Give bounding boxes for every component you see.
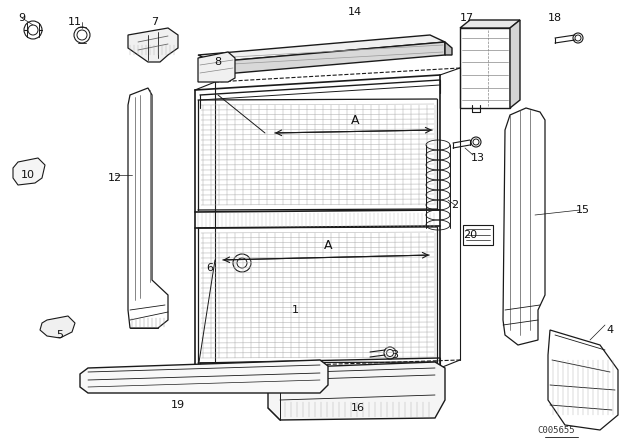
Polygon shape	[198, 52, 235, 82]
Text: 14: 14	[348, 7, 362, 17]
Polygon shape	[198, 35, 445, 62]
Text: 15: 15	[576, 205, 590, 215]
Text: 4: 4	[607, 325, 614, 335]
Text: 12: 12	[108, 173, 122, 183]
Polygon shape	[213, 42, 445, 75]
Text: 2: 2	[451, 200, 459, 210]
Text: 16: 16	[351, 403, 365, 413]
Text: 3: 3	[392, 350, 399, 360]
Text: 6: 6	[207, 263, 214, 273]
Text: 8: 8	[214, 57, 221, 67]
Polygon shape	[13, 158, 45, 185]
Text: 9: 9	[19, 13, 26, 23]
Text: 20: 20	[463, 230, 477, 240]
Text: 7: 7	[152, 17, 159, 27]
Polygon shape	[445, 42, 452, 55]
Polygon shape	[80, 360, 328, 393]
Polygon shape	[460, 20, 520, 28]
Text: A: A	[324, 238, 332, 251]
Text: 13: 13	[471, 153, 485, 163]
Text: 5: 5	[56, 330, 63, 340]
Text: 17: 17	[460, 13, 474, 23]
Polygon shape	[128, 28, 178, 62]
Text: 10: 10	[21, 170, 35, 180]
Text: A: A	[351, 113, 359, 126]
Polygon shape	[510, 20, 520, 108]
Text: C005655: C005655	[538, 426, 575, 435]
Text: 19: 19	[171, 400, 185, 410]
Text: 18: 18	[548, 13, 562, 23]
Polygon shape	[40, 316, 75, 338]
Polygon shape	[268, 362, 445, 420]
Text: 1: 1	[291, 305, 298, 315]
Text: 11: 11	[68, 17, 82, 27]
